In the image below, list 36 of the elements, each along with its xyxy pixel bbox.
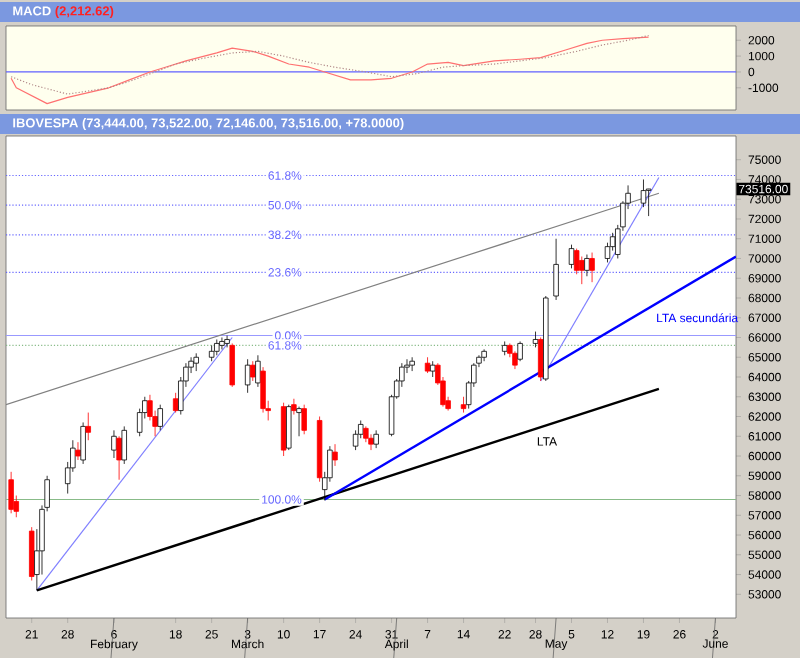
candlestick (332, 443, 338, 467)
candlestick (301, 404, 307, 435)
candlestick (250, 360, 256, 382)
candlestick (291, 398, 297, 415)
line-series (10, 36, 650, 105)
candlestick (373, 429, 379, 449)
candlestick (568, 244, 575, 269)
candlestick (481, 348, 487, 362)
candlestick (121, 426, 127, 465)
candlestick (286, 404, 292, 451)
candlestick (80, 422, 86, 465)
candlestick (111, 429, 117, 459)
candlestick (296, 406, 302, 437)
candlestick (219, 337, 225, 350)
candlestick (116, 435, 122, 481)
candlestick (368, 433, 374, 451)
candlestick (75, 441, 81, 461)
candlestick (280, 402, 287, 457)
candlestick (172, 392, 179, 413)
candlestick (640, 179, 647, 208)
candlestick (537, 337, 544, 382)
candlestick (517, 341, 523, 362)
candlestick (229, 343, 235, 388)
candlestick (553, 238, 559, 301)
candlestick (409, 356, 415, 372)
candlestick (85, 412, 91, 441)
candlestick (255, 354, 261, 388)
candlestick (579, 256, 585, 285)
candlestick (584, 254, 590, 277)
candlestick (8, 471, 14, 514)
candlestick (28, 526, 35, 581)
candlestick (157, 404, 163, 431)
candlestick (589, 252, 595, 283)
candlestick (244, 358, 251, 394)
candlestick (224, 335, 230, 348)
candlestick (260, 366, 266, 413)
